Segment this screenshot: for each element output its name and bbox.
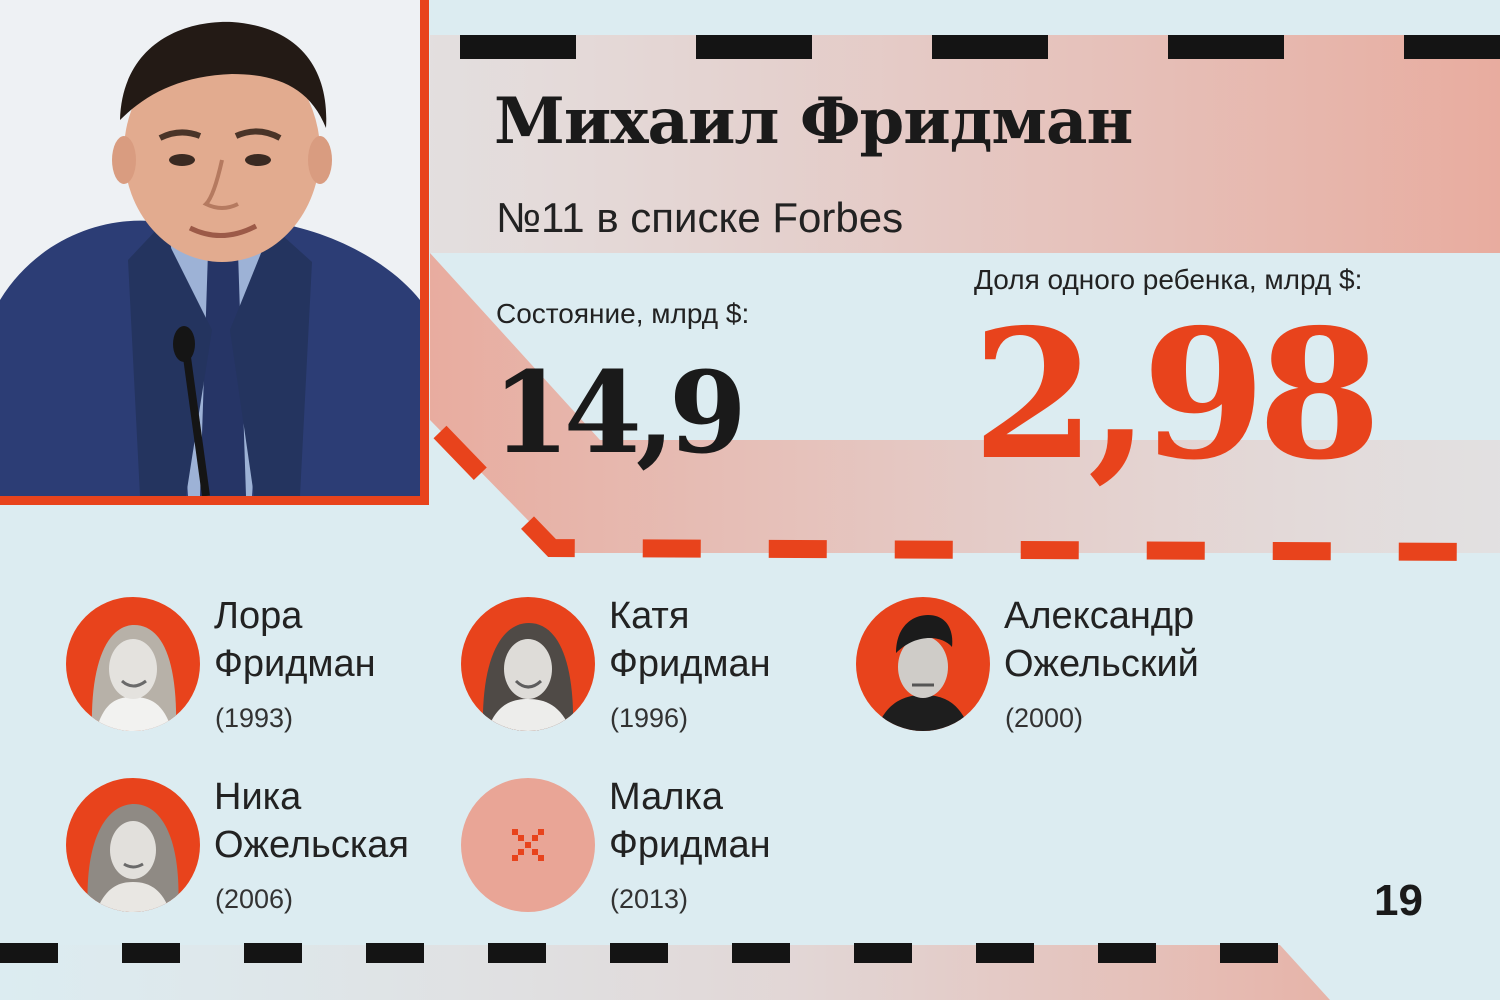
avatar (461, 597, 595, 731)
child-last-name: Фридман (214, 643, 376, 685)
child-last-name: Фридман (609, 643, 771, 685)
pixel-x-icon (512, 829, 544, 861)
child-last-name: Ожельский (1004, 643, 1199, 685)
child-card: Лора Фридман (1993) (0, 595, 400, 747)
child-last-name: Ожельская (214, 824, 409, 866)
wealth-value: 14,9 (492, 348, 747, 479)
avatar (66, 597, 200, 731)
child-share-value: 2,98 (972, 290, 1382, 499)
child-first-name: Лора (214, 595, 303, 637)
child-birth-year: (2013) (610, 884, 689, 914)
page-number: 19 (1374, 876, 1423, 925)
avatar (856, 597, 990, 731)
forbes-rank: №11 в списке Forbes (496, 194, 904, 241)
child-card: Малка Фридман (2013) (395, 776, 795, 928)
person-name: Михаил Фридман (494, 84, 1133, 159)
avatar (66, 778, 200, 912)
child-birth-year: (1996) (610, 703, 689, 733)
child-birth-year: (2000) (1005, 703, 1084, 733)
avatar-placeholder (461, 778, 595, 912)
child-card: Александр Ожельский (2000) (790, 595, 1199, 747)
child-card: Ника Ожельская (2006) (0, 776, 409, 928)
child-birth-year: (1993) (215, 703, 294, 733)
child-first-name: Катя (609, 595, 690, 637)
wealth-label: Состояние, млрд $: (496, 298, 750, 329)
child-share-label: Доля одного ребенка, млрд $: (974, 264, 1363, 295)
child-first-name: Ника (214, 776, 302, 818)
portrait-photo (0, 0, 429, 505)
child-last-name: Фридман (609, 824, 771, 866)
child-card: Катя Фридман (1996) (395, 595, 795, 747)
child-birth-year: (2006) (215, 884, 294, 914)
child-first-name: Малка (609, 776, 723, 818)
child-first-name: Александр (1004, 595, 1195, 637)
